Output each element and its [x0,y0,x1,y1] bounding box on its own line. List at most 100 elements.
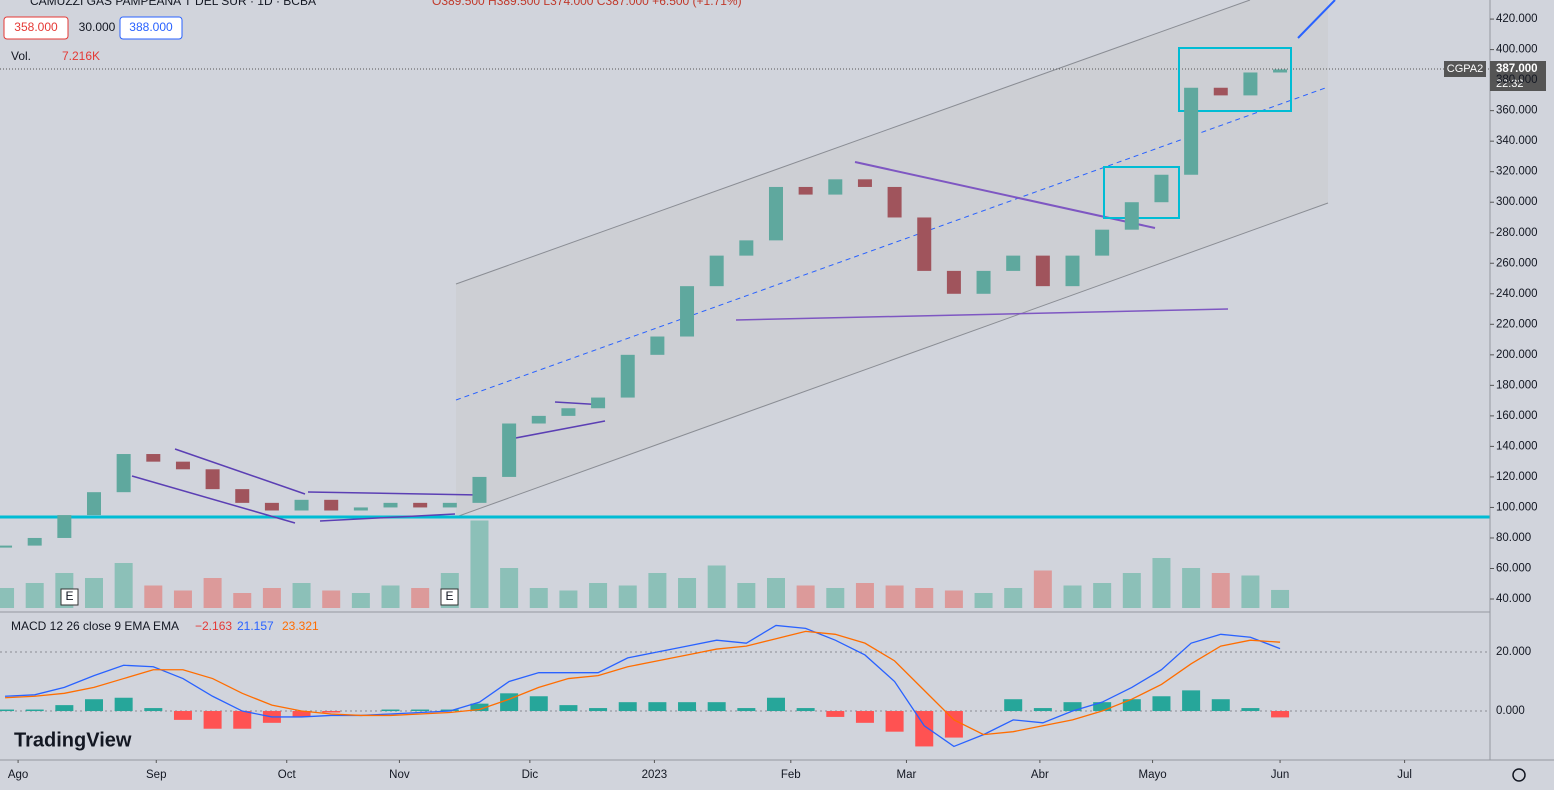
candle-body [828,179,843,195]
trend-line [131,475,296,524]
marks [0,69,1490,748]
box [1103,166,1180,219]
y-tick-label: 140.000 [1496,440,1538,452]
histogram-bar [589,708,608,712]
volume-bar [589,583,608,608]
x-tick-label: Mayo [1139,769,1167,781]
candle-body [353,507,368,511]
volume-bar [796,585,815,608]
candle-body [502,423,517,477]
volume-bar [1271,589,1290,608]
y-tick-label: 60.000 [1496,563,1531,575]
candle-body [887,186,902,218]
candle-body [0,545,13,548]
bid-box[interactable] [3,16,69,40]
histogram-bar [559,705,578,712]
ticker: CGPA2 [1447,63,1483,75]
earnings-label[interactable]: E [445,589,453,603]
histogram-bar [885,711,904,732]
candle-body [709,255,724,287]
histogram-bar [203,711,222,729]
volume-bar [1152,558,1171,608]
last-price: 387.000 [1496,63,1538,75]
candle-body [1095,229,1110,256]
volume-bar [944,590,963,608]
price-tag [1490,61,1546,91]
x-tick-label: Jul [1397,769,1412,781]
candle-body [1154,174,1169,203]
candle-body [442,502,457,508]
candle-body [680,286,695,337]
y-tick-label: 120.000 [1496,471,1538,483]
y-tick-label: 300.000 [1496,196,1538,208]
earnings-marker[interactable] [440,588,459,606]
trend-line [735,308,1229,321]
y2-tick-label: 0.000 [1496,705,1525,717]
volume-bar [766,578,785,608]
histogram-bar [84,699,103,712]
candle-body [472,476,487,503]
spread: 30.000 [79,20,116,34]
candle-body [1273,69,1288,73]
vol-value: 7.216K [62,49,100,63]
earnings-label[interactable]: E [65,589,73,603]
candle-body [86,492,101,516]
histogram-bar [55,705,74,712]
settings-icon[interactable] [1512,768,1526,782]
volume-bar [0,588,15,608]
candle-body [620,354,635,398]
histogram-bar [1271,711,1290,718]
bid[interactable]: 358.000 [14,20,58,34]
y-tick-label: 40.000 [1496,593,1531,605]
x-tick-label: Feb [781,769,801,781]
macd-line [5,624,1281,748]
y-tick-label: 340.000 [1496,135,1538,147]
candle-body [116,454,131,493]
volume-bar [411,588,430,608]
volume-bar [351,593,370,608]
histogram-bar [470,703,489,712]
y-tick-label: 380.000 [1496,74,1538,86]
vol-title: Vol. [11,49,31,63]
volume-bar [1211,573,1230,608]
candle-body [739,240,754,256]
earnings-marker[interactable] [60,588,79,606]
candle-body [205,469,220,490]
histogram-bar [500,693,519,712]
volume-bar [233,593,252,608]
histogram-bar [1033,708,1052,712]
candle-body [1184,87,1199,175]
volume-bar [974,593,993,608]
box [1178,47,1292,112]
volume-bar [915,588,934,608]
y-tick-label: 100.000 [1496,501,1538,513]
x-tick-label: 2023 [642,769,668,781]
channel-mid [455,86,1329,401]
y-tick-label: 320.000 [1496,166,1538,178]
candle-body [857,179,872,187]
signal-value: 23.321 [282,619,319,633]
macd-line [5,630,1281,736]
brand: TradingView [14,729,132,751]
candle-body [294,499,309,511]
histogram-bar [1152,696,1171,712]
histogram-bar [707,702,726,712]
histogram-bar [826,711,845,717]
volume-bar [618,585,637,608]
histogram-bar [648,702,667,712]
histogram-bar [173,711,192,720]
volume-bar [114,563,133,608]
volume-bar [1182,568,1201,608]
candle-body [57,515,72,538]
y-tick-label: 200.000 [1496,349,1538,361]
candle-body [561,408,576,416]
histogram-bar [233,711,252,729]
trend-line [319,513,456,522]
x-tick-label: Mar [897,769,917,781]
volume-bar [648,573,667,608]
volume-bar [1122,573,1141,608]
symbol: CAMUZZI GAS PAMPEANA 'I' DEL SUR · 1D · … [30,0,316,8]
histogram-bar [440,709,459,712]
ask[interactable]: 388.000 [129,20,173,34]
ask-box[interactable] [119,16,183,40]
